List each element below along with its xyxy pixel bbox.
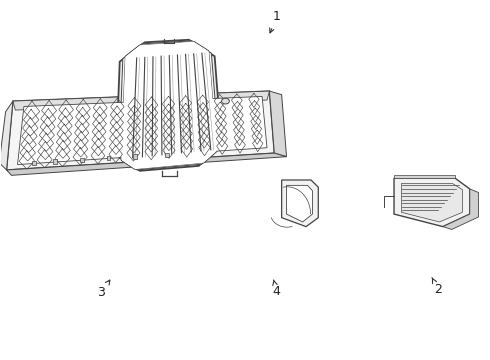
Polygon shape	[13, 91, 270, 110]
Polygon shape	[119, 41, 219, 170]
Polygon shape	[6, 91, 274, 170]
Bar	[53, 159, 57, 164]
Polygon shape	[394, 175, 455, 178]
Polygon shape	[116, 40, 221, 171]
Text: 3: 3	[97, 280, 110, 300]
Text: 2: 2	[432, 278, 442, 296]
Bar	[165, 153, 169, 157]
Polygon shape	[287, 185, 313, 222]
Bar	[80, 158, 84, 162]
Polygon shape	[122, 42, 217, 169]
Polygon shape	[443, 189, 479, 229]
Bar	[32, 161, 36, 165]
Circle shape	[221, 98, 229, 104]
Bar	[133, 154, 137, 159]
Bar	[106, 156, 110, 161]
Polygon shape	[0, 101, 13, 170]
Polygon shape	[18, 96, 267, 165]
Polygon shape	[282, 180, 319, 226]
Polygon shape	[270, 91, 287, 157]
Polygon shape	[401, 184, 463, 222]
Polygon shape	[6, 153, 287, 175]
Polygon shape	[394, 178, 470, 226]
Polygon shape	[122, 42, 217, 169]
Text: 1: 1	[270, 10, 281, 33]
Text: 4: 4	[273, 280, 281, 298]
